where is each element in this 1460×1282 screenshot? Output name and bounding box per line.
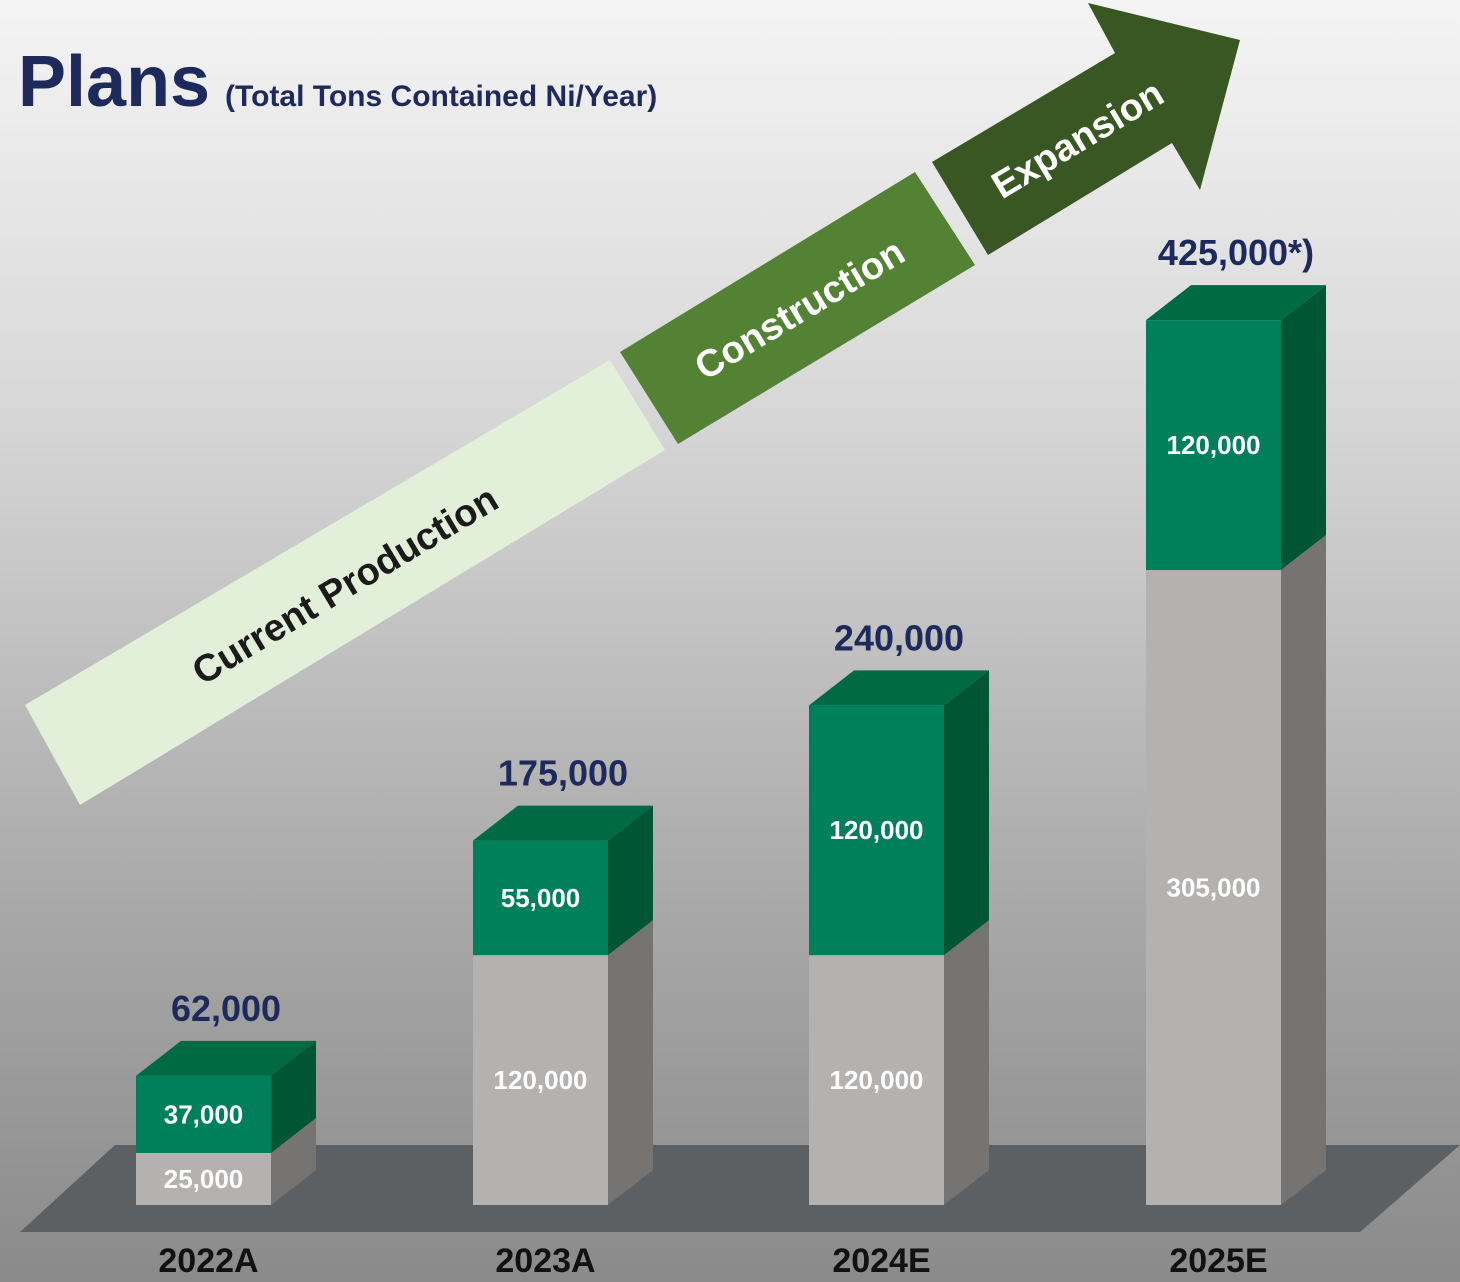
- value-label: 120,000: [830, 815, 924, 845]
- bar-side: [608, 920, 653, 1205]
- bar-side: [944, 670, 989, 955]
- bar-side: [1281, 285, 1326, 570]
- total-label: 62,000: [171, 988, 281, 1029]
- x-tick-label: 2023A: [495, 1242, 595, 1280]
- value-label: 120,000: [494, 1065, 588, 1095]
- x-tick-label: 2024E: [832, 1242, 930, 1280]
- page: {"chart_data": { "type": "stacked-bar-3d…: [0, 0, 1460, 1282]
- value-label: 25,000: [164, 1164, 244, 1194]
- value-label: 55,000: [501, 883, 581, 913]
- value-label: 120,000: [830, 1065, 924, 1095]
- total-label: 425,000*): [1158, 232, 1314, 273]
- total-label: 240,000: [834, 617, 964, 658]
- value-label: 37,000: [164, 1099, 244, 1129]
- x-tick-label: 2025E: [1169, 1242, 1267, 1280]
- total-label: 175,000: [498, 753, 628, 794]
- bar-side: [1281, 535, 1326, 1205]
- value-label: 120,000: [1167, 430, 1261, 460]
- x-tick-label: 2022A: [158, 1242, 258, 1280]
- value-label: 305,000: [1167, 872, 1261, 902]
- chart-subtitle: (Total Tons Contained Ni/Year): [225, 80, 657, 113]
- bar-side: [944, 920, 989, 1205]
- chart: Current Production Construction Expansio…: [0, 0, 1460, 1282]
- chart-title: Plans: [18, 42, 210, 122]
